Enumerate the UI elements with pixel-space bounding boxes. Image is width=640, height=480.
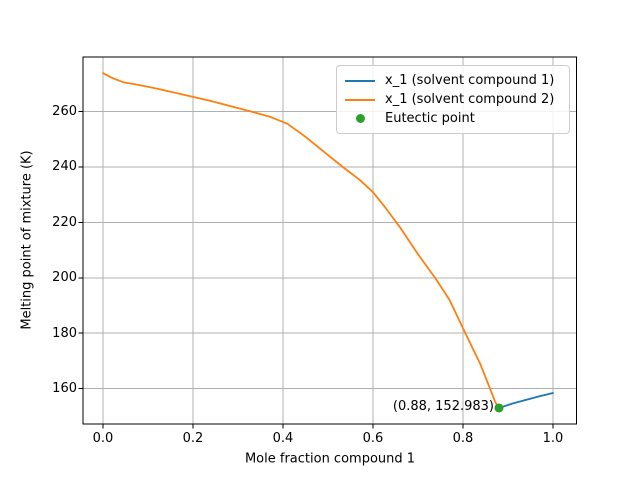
series-line-0 — [498, 392, 554, 409]
x-tick-label: 0.0 — [92, 431, 114, 446]
legend-label: x_1 (solvent compound 2) — [385, 92, 555, 107]
legend-entry-solvent-compound-1: x_1 (solvent compound 1) — [345, 73, 561, 88]
legend: x_1 (solvent compound 1) x_1 (solvent co… — [336, 65, 570, 134]
y-tick-label: 260 — [52, 104, 77, 120]
marker-swatch-icon — [345, 112, 375, 125]
x-tick-label: 0.6 — [362, 431, 384, 446]
eutectic-annotation: (0.88, 152.983) — [392, 399, 494, 414]
legend-label: x_1 (solvent compound 1) — [385, 73, 555, 88]
x-tick-label: 0.8 — [452, 431, 474, 446]
x-tick-label: 0.2 — [182, 431, 204, 446]
y-tick-label: 240 — [52, 159, 77, 175]
axes-spines — [82, 56, 578, 425]
x-axis-label: Mole fraction compound 1 — [244, 451, 416, 467]
y-tick-label: 160 — [52, 381, 77, 397]
x-tick-label: 0.4 — [272, 431, 294, 446]
y-tick-label: 180 — [52, 325, 77, 341]
line-swatch-icon — [345, 74, 375, 87]
y-axis-label: Melting point of mixture (K) — [19, 150, 35, 330]
series-line-1 — [102, 72, 500, 409]
y-tick-label: 220 — [52, 214, 77, 230]
eutectic-point-marker — [494, 403, 504, 413]
legend-entry-eutectic-point: Eutectic point — [345, 111, 561, 126]
legend-label: Eutectic point — [385, 111, 475, 126]
legend-entry-solvent-compound-2: x_1 (solvent compound 2) — [345, 92, 561, 107]
y-tick-label: 200 — [52, 270, 77, 286]
x-tick-label: 1.0 — [542, 431, 564, 446]
line-swatch-icon — [345, 93, 375, 106]
